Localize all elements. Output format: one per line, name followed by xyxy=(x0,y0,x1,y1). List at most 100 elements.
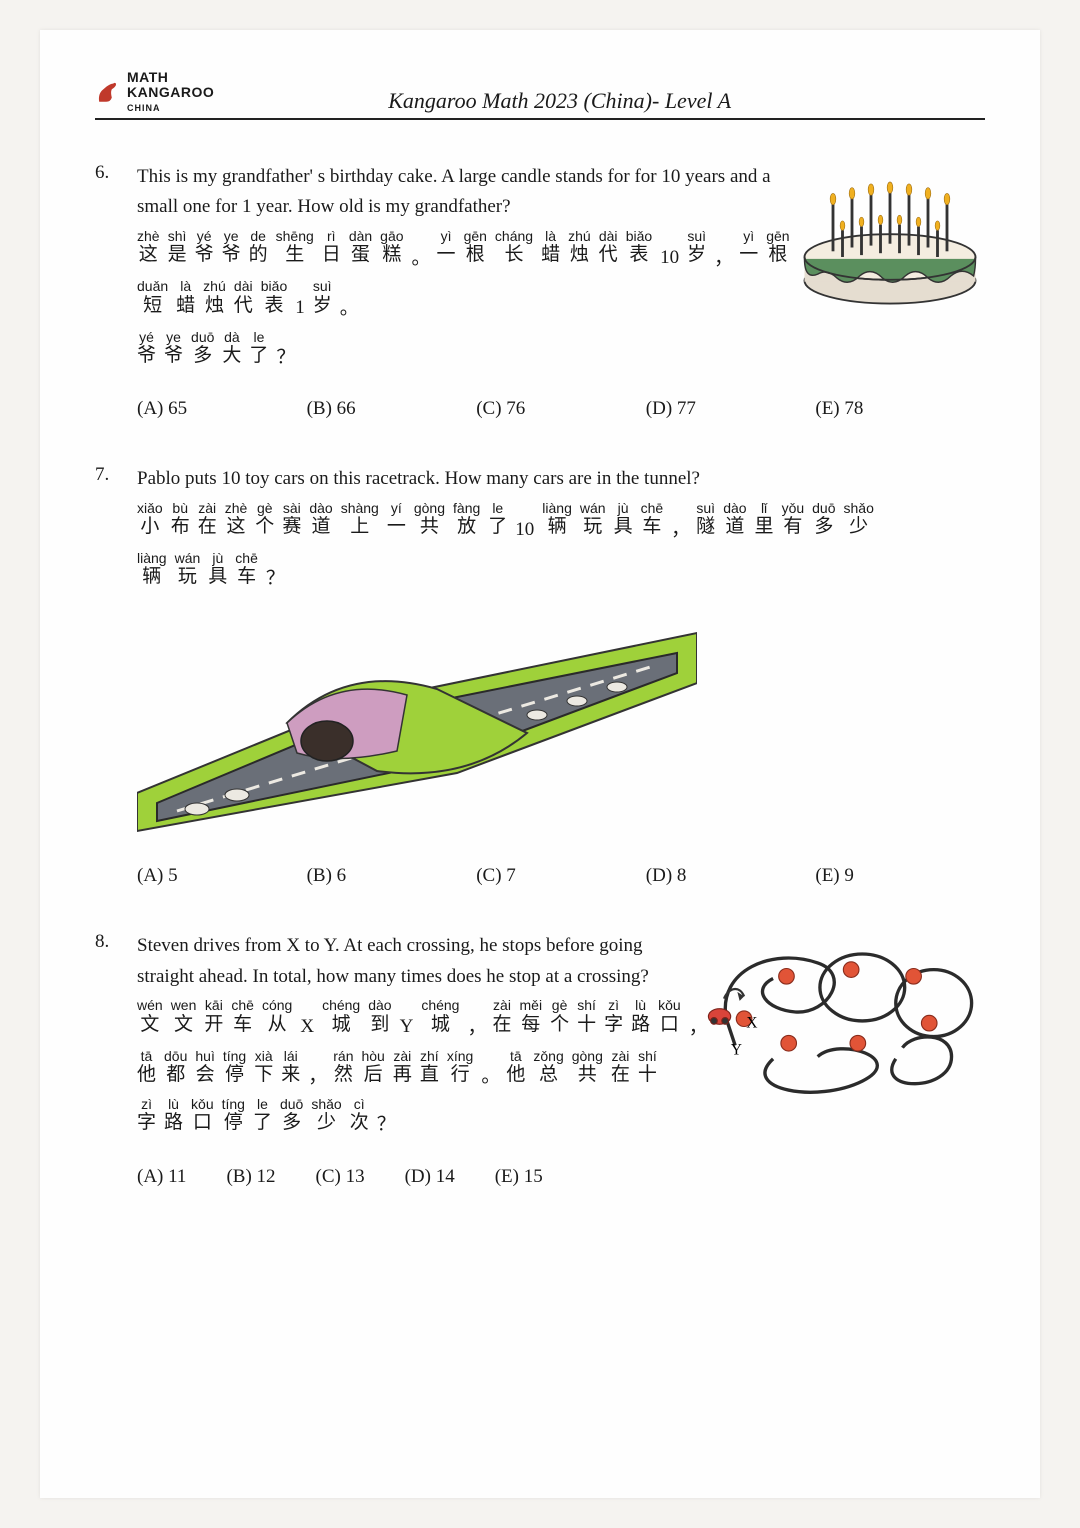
punctuation: ， xyxy=(467,1000,486,1043)
tunnel-figure xyxy=(137,603,697,839)
pinyin-word: lái来 xyxy=(281,1049,300,1092)
pinyin-word: jù具 xyxy=(614,501,633,545)
answer-E: (E) 15 xyxy=(495,1166,543,1188)
pinyin-word: zài在 xyxy=(611,1049,630,1092)
pinyin-word: rì日 xyxy=(322,229,341,273)
cake-figure xyxy=(795,162,985,320)
pinyin-word: biǎo表 xyxy=(261,279,287,323)
logo-line1: MATH xyxy=(127,70,214,85)
punctuation: 。 xyxy=(412,231,431,274)
pinyin-word: yé爷 xyxy=(195,229,214,273)
pinyin-word: zhí直 xyxy=(420,1049,439,1092)
pinyin-word: dōu都 xyxy=(164,1049,187,1092)
answer-D: (D) 8 xyxy=(646,865,816,887)
pinyin-word: duǎn短 xyxy=(137,279,168,323)
punctuation: 。 xyxy=(481,1049,500,1092)
svg-text:Y: Y xyxy=(731,1042,742,1059)
question-text-cn: xiǎo小bù布zài在zhè这gè个sài赛dào道shàng上yí一gòng… xyxy=(137,501,985,594)
question-8: 8. xyxy=(95,931,985,1187)
pinyin-word: zǒng总 xyxy=(533,1049,563,1092)
pinyin-word: dào道 xyxy=(723,501,746,545)
header: MATH KANGAROO CHINA Kangaroo Math 2023 (… xyxy=(95,70,985,120)
pinyin-word: zì字 xyxy=(604,998,623,1042)
punctuation: ， xyxy=(308,1049,327,1092)
pinyin-word: shí十 xyxy=(638,1049,657,1092)
pinyin-word: xiǎo小 xyxy=(137,501,163,545)
pinyin-word: měi每 xyxy=(520,998,543,1042)
pinyin-word: shēng生 xyxy=(276,229,314,273)
page-title: Kangaroo Math 2023 (China)- Level A xyxy=(134,88,985,114)
answer-A: (A) 11 xyxy=(137,1166,186,1188)
answer-row: (A) 11 (B) 12 (C) 13 (D) 14 (E) 15 xyxy=(137,1166,985,1188)
pinyin-word: shí十 xyxy=(577,998,596,1042)
answer-B: (B) 12 xyxy=(226,1166,275,1188)
pinyin-word: zài在 xyxy=(492,998,511,1042)
pinyin-word: xià下 xyxy=(254,1049,273,1092)
pinyin-word: ye爷 xyxy=(164,330,183,373)
pinyin-word: shǎo少 xyxy=(311,1097,341,1140)
answer-C: (C) 76 xyxy=(476,398,646,420)
answer-E: (E) 78 xyxy=(815,398,985,420)
pinyin-word: ye爷 xyxy=(222,229,241,273)
pinyin-word: lǐ里 xyxy=(755,501,774,545)
pinyin-word: gòng共 xyxy=(572,1049,603,1092)
pinyin-word: suì岁 xyxy=(687,229,706,273)
pinyin-word: là蜡 xyxy=(541,229,560,273)
pinyin-word: là蜡 xyxy=(176,279,195,323)
question-body: Pablo puts 10 toy cars on this racetrack… xyxy=(137,464,985,887)
pinyin-word: lù路 xyxy=(631,998,650,1042)
pinyin-word: le了 xyxy=(249,330,268,373)
pinyin-word: kāi开 xyxy=(204,998,223,1042)
pinyin-word: zhè这 xyxy=(225,501,248,545)
question-body: X Y Steven drives from X to Y. At each c… xyxy=(137,931,985,1187)
pinyin-word: shì是 xyxy=(168,229,187,273)
punctuation: ， xyxy=(689,1000,708,1043)
pinyin-word: cì次 xyxy=(350,1097,369,1140)
pinyin-word: dài代 xyxy=(599,229,618,273)
pinyin-word: dàn蛋 xyxy=(349,229,372,273)
pinyin-word: dà大 xyxy=(222,330,241,373)
punctuation: 。 xyxy=(340,281,359,324)
pinyin-word: suì岁 xyxy=(313,279,332,323)
pinyin-word: suì隧 xyxy=(696,501,715,545)
pinyin-word: rán然 xyxy=(333,1049,353,1092)
question-number: 7. xyxy=(95,464,123,887)
pinyin-word: yì一 xyxy=(437,229,456,273)
answer-A: (A) 5 xyxy=(137,865,307,887)
pinyin-word: biǎo表 xyxy=(626,229,652,273)
pinyin-word: shàng上 xyxy=(341,501,379,545)
pinyin-word: chéng城 xyxy=(322,998,360,1042)
pinyin-word: yí一 xyxy=(387,501,406,545)
answer-D: (D) 14 xyxy=(405,1166,455,1188)
answer-D: (D) 77 xyxy=(646,398,816,420)
pinyin-word: cháng长 xyxy=(495,229,533,273)
pinyin-word: chē车 xyxy=(235,551,258,594)
exam-page: MATH KANGAROO CHINA Kangaroo Math 2023 (… xyxy=(40,30,1040,1498)
pinyin-word: tíng停 xyxy=(223,1049,246,1092)
question-6: 6. xyxy=(95,162,985,420)
pinyin-word: zì字 xyxy=(137,1097,156,1140)
pinyin-word: duō多 xyxy=(191,330,214,373)
pinyin-word: tā他 xyxy=(506,1049,525,1092)
pinyin-word: wán玩 xyxy=(175,551,201,594)
pinyin-word: tā他 xyxy=(137,1049,156,1092)
pinyin-word: zài再 xyxy=(393,1049,412,1092)
answer-B: (B) 6 xyxy=(307,865,477,887)
pinyin-word: dào到 xyxy=(368,998,391,1042)
inline-value: 10 xyxy=(515,501,534,545)
pinyin-word: dào道 xyxy=(309,501,332,545)
pinyin-word: gāo糕 xyxy=(380,229,403,273)
pinyin-word: hòu后 xyxy=(361,1049,384,1092)
pinyin-word: gēn根 xyxy=(766,229,789,273)
inline-value: 1 xyxy=(295,279,305,323)
pinyin-word: le了 xyxy=(488,501,507,545)
answer-C: (C) 7 xyxy=(476,865,646,887)
pinyin-word: sài赛 xyxy=(282,501,301,545)
pinyin-word: kǒu口 xyxy=(191,1097,214,1140)
question-number: 8. xyxy=(95,931,123,1187)
pinyin-word: tíng停 xyxy=(222,1097,245,1140)
maze-figure: X Y xyxy=(695,925,985,1121)
pinyin-word: gēn根 xyxy=(464,229,487,273)
pinyin-word: fàng放 xyxy=(453,501,480,545)
pinyin-word: de的 xyxy=(249,229,268,273)
